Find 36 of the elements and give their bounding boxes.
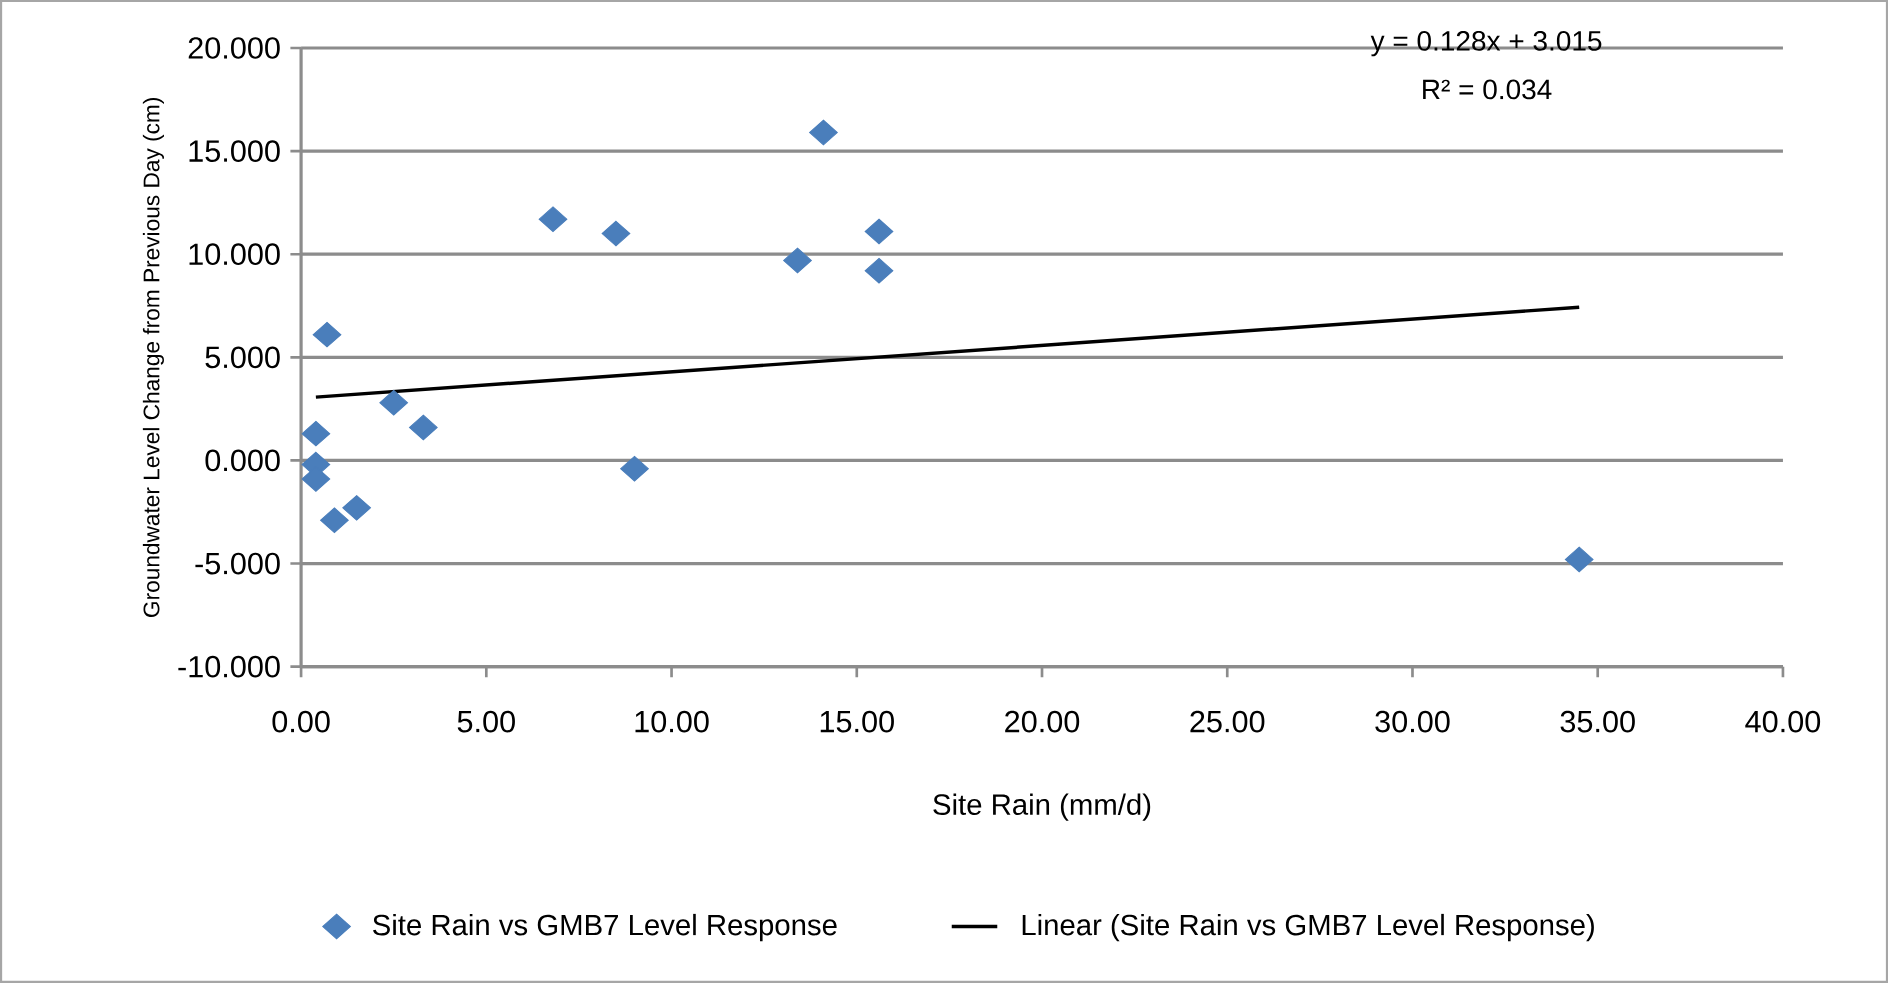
x-tick-label: 0.00 [272, 710, 330, 733]
annotation: R² = 0.034 [1423, 79, 1552, 100]
point [312, 321, 342, 348]
legend-label: Linear (Site Rain vs GMB7 Level Response) [1022, 913, 1594, 942]
x-tick-label: 35.00 [1560, 710, 1635, 733]
x-tick-label: 25.00 [1190, 710, 1265, 733]
point [408, 414, 438, 441]
x-tick-label: 10.00 [635, 710, 709, 733]
x-axis-title: Site Rain (mm/d) [933, 793, 1151, 821]
point [379, 389, 409, 416]
point [620, 455, 649, 482]
x-tick-label: 30.00 [1375, 710, 1450, 733]
y-tick-label: -5.000 [195, 552, 280, 575]
point [809, 119, 838, 146]
point [864, 257, 894, 284]
y-axis-title: Groundwater Level Change from Previous Day (cm) [142, 98, 164, 617]
point [1564, 546, 1594, 573]
y-tick-label: 20.000 [188, 37, 280, 59]
y-tick-label: 5.000 [205, 346, 280, 369]
x-tick-label: 20.00 [1005, 710, 1080, 733]
x-tick-label: 40.00 [1745, 710, 1821, 733]
x-tick-label: 15.00 [820, 710, 894, 733]
point [538, 206, 568, 232]
x-tick-label: 5.00 [457, 710, 515, 733]
point [342, 495, 371, 521]
legend-label: Site Rain vs GMB7 Level Response [373, 913, 837, 942]
annotation: y = 0.128x + 3.015 [1370, 31, 1602, 57]
point [601, 220, 631, 247]
y-tick-label: 10.000 [189, 243, 280, 266]
y-tick-label: 15.000 [189, 140, 280, 162]
point [301, 420, 331, 447]
y-tick-label: -10.000 [178, 655, 280, 678]
point [320, 507, 349, 534]
point [783, 247, 812, 274]
point [864, 218, 894, 245]
y-tick-label: 0.000 [205, 449, 280, 472]
